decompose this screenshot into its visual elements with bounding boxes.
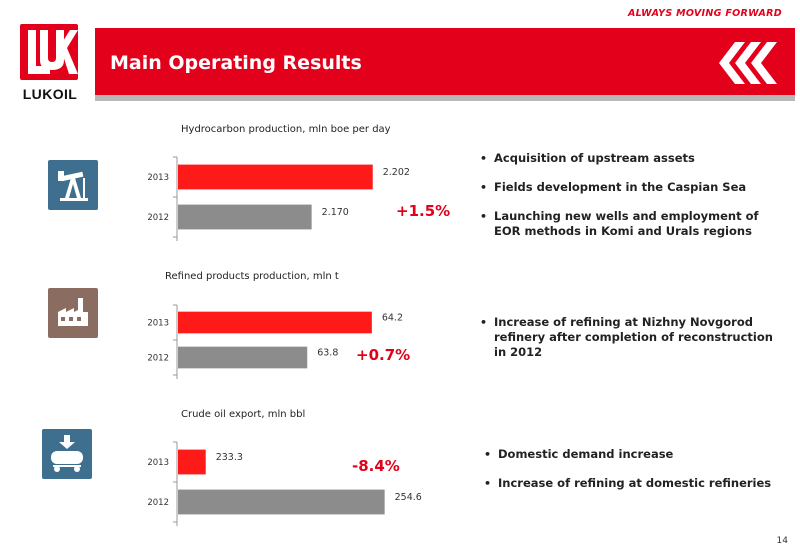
bar-2013	[178, 449, 206, 475]
logo-emblem	[20, 24, 78, 80]
chevrons-left-icon	[719, 42, 777, 84]
category-label: 2012	[147, 354, 169, 364]
bar-2012	[178, 346, 308, 369]
refined-products-chart: 2013 64.2 2012 63.8	[147, 304, 403, 379]
data-label: 2.170	[322, 207, 349, 218]
category-label: 2013	[147, 319, 169, 329]
change-percent: -8.4%	[352, 457, 400, 475]
data-label: 64.2	[382, 313, 403, 324]
page-title: Main Operating Results	[110, 52, 362, 74]
bar-2013	[178, 311, 372, 334]
change-percent: +0.7%	[356, 346, 411, 364]
header-bar: Main Operating Results	[95, 28, 795, 101]
category-label: 2012	[147, 498, 169, 508]
bullet-item: Fields development in the Caspian Sea	[480, 180, 780, 195]
bullet-list: Increase of refining at Nizhny Novgorod …	[480, 315, 780, 374]
chart-title: Refined products production, mln t	[165, 271, 339, 282]
category-label: 2012	[147, 213, 169, 223]
bullet-item: Domestic demand increase	[484, 447, 784, 462]
category-label: 2013	[147, 458, 169, 468]
hydrocarbon-production-chart: 2013 2.202 2012 2.170	[147, 156, 410, 241]
page-number: 14	[776, 536, 788, 546]
bar-2013	[178, 164, 373, 190]
logo-text: LUKOIL	[22, 86, 78, 102]
chart-title: Crude oil export, mln bbl	[181, 409, 306, 420]
bullet-item: Increase of refining at domestic refiner…	[484, 476, 784, 491]
bullet-list: Acquisition of upstream assets Fields de…	[480, 151, 780, 253]
category-label: 2013	[147, 173, 169, 183]
oil-pump-icon	[48, 160, 98, 210]
bar-2012	[178, 204, 312, 230]
bullet-item: Increase of refining at Nizhny Novgorod …	[480, 315, 780, 360]
bullet-item: Acquisition of upstream assets	[480, 151, 780, 166]
bullet-list: Domestic demand increase Increase of ref…	[484, 447, 784, 505]
bar-2012	[178, 489, 385, 515]
crude-oil-export-chart: 2013 233.3 2012 254.6	[147, 441, 422, 526]
chart-title: Hydrocarbon production, mln boe per day	[181, 124, 391, 135]
data-label: 233.3	[216, 452, 243, 463]
factory-icon	[48, 288, 98, 338]
change-percent: +1.5%	[396, 202, 451, 220]
data-label: 63.8	[317, 348, 338, 359]
lukoil-logo: LUKOIL	[12, 24, 88, 106]
bullet-item: Launching new wells and employment of EO…	[480, 209, 780, 239]
data-label: 254.6	[395, 492, 422, 503]
tagline: ALWAYS MOVING FORWARD	[627, 8, 782, 19]
data-label: 2.202	[383, 167, 410, 178]
oil-tank-export-icon	[42, 429, 92, 479]
